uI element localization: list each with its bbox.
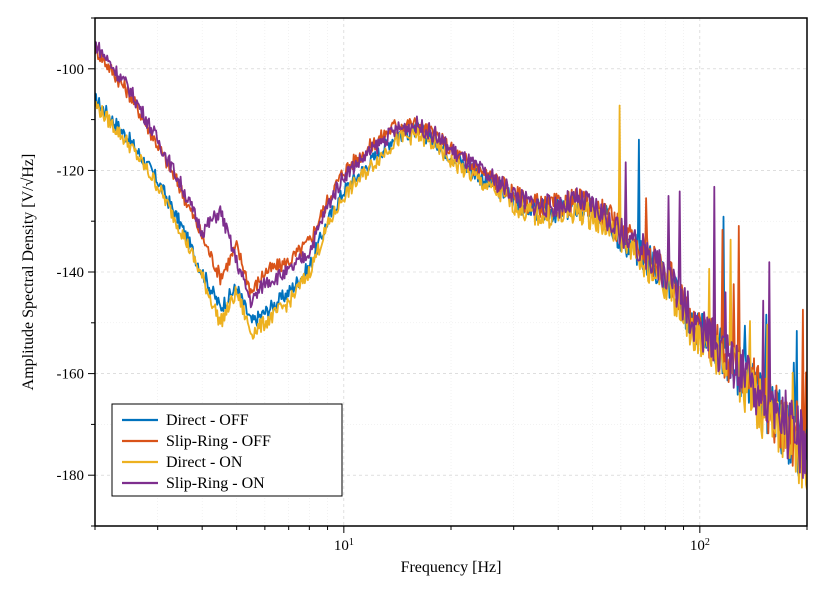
y-tick-label: -100 [57,62,85,78]
y-tick-label: -120 [57,163,85,179]
chart-container: 101 102 -180 -160 -140 -120 -100 Frequency [Hz]… [0,0,830,590]
y-tick-label: -180 [57,468,85,484]
legend-label: Direct - OFF [166,412,249,429]
chart-svg: 101 102 -180 -160 -140 -120 -100 Frequency [Hz]… [0,0,830,590]
y-tick-label: -140 [57,265,85,281]
legend-label: Slip-Ring - ON [166,475,265,492]
x-tick-label: 101 [334,537,354,555]
legend-label: Slip-Ring - OFF [166,433,271,450]
y-tick-label: -160 [57,367,85,383]
y-axis-label: Amplitude Spectral Density [V/√Hz] [20,154,37,391]
x-tick-label: 102 [690,537,710,555]
x-axis-label: Frequency [Hz] [401,559,502,576]
legend: Direct - OFF Slip-Ring - OFF Direct - ON Sl… [112,404,342,496]
legend-label: Direct - ON [166,454,243,471]
